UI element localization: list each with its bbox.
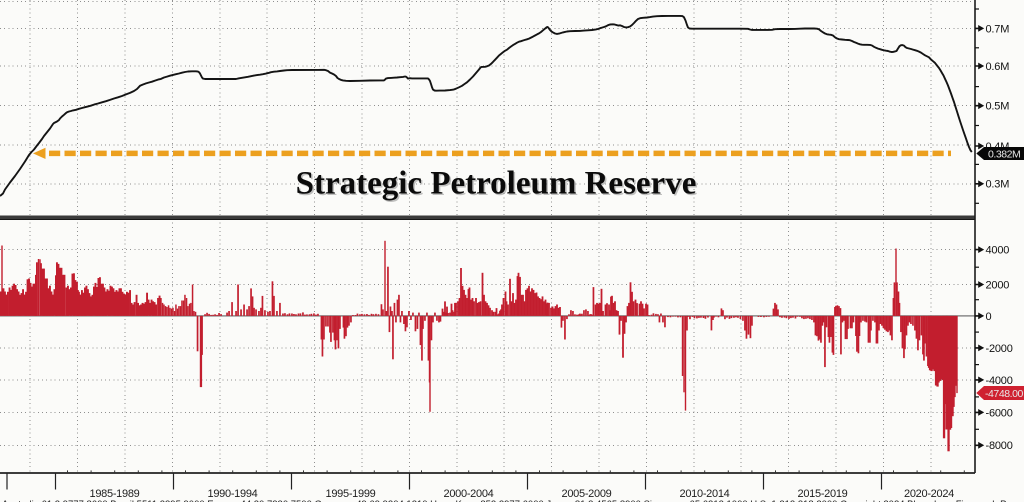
- svg-text:0.7M: 0.7M: [986, 23, 1010, 35]
- svg-text:0: 0: [986, 311, 992, 323]
- svg-text:Australia 61 2 9777 8600 Brazi: Australia 61 2 9777 8600 Brazil 5511 239…: [2, 499, 1008, 502]
- svg-text:Strategic Petroleum Reserve: Strategic Petroleum Reserve: [296, 165, 697, 201]
- svg-text:2000-2004: 2000-2004: [444, 488, 494, 500]
- svg-text:0.5M: 0.5M: [986, 101, 1010, 113]
- svg-text:2010-2014: 2010-2014: [680, 488, 730, 500]
- svg-text:-4000: -4000: [986, 375, 1013, 387]
- svg-text:0.382M: 0.382M: [988, 149, 1020, 161]
- svg-text:2015-2019: 2015-2019: [798, 488, 848, 500]
- svg-text:1985-1989: 1985-1989: [90, 488, 140, 500]
- svg-text:0.6M: 0.6M: [986, 61, 1010, 73]
- svg-text:-6000: -6000: [986, 407, 1013, 419]
- svg-text:-4748.00: -4748.00: [985, 388, 1023, 400]
- svg-text:2000: 2000: [986, 279, 1010, 291]
- svg-text:-8000: -8000: [986, 440, 1013, 452]
- svg-text:4000: 4000: [986, 245, 1010, 257]
- svg-text:2005-2009: 2005-2009: [562, 488, 612, 500]
- svg-text:0.3M: 0.3M: [986, 179, 1010, 191]
- svg-text:1995-1999: 1995-1999: [326, 488, 376, 500]
- svg-text:Strategic Petroleum Reserve: Strategic Petroleum Reserve: [297, 167, 698, 203]
- svg-text:2020-2024: 2020-2024: [904, 488, 954, 500]
- svg-text:-2000: -2000: [986, 343, 1013, 355]
- svg-text:1990-1994: 1990-1994: [208, 488, 258, 500]
